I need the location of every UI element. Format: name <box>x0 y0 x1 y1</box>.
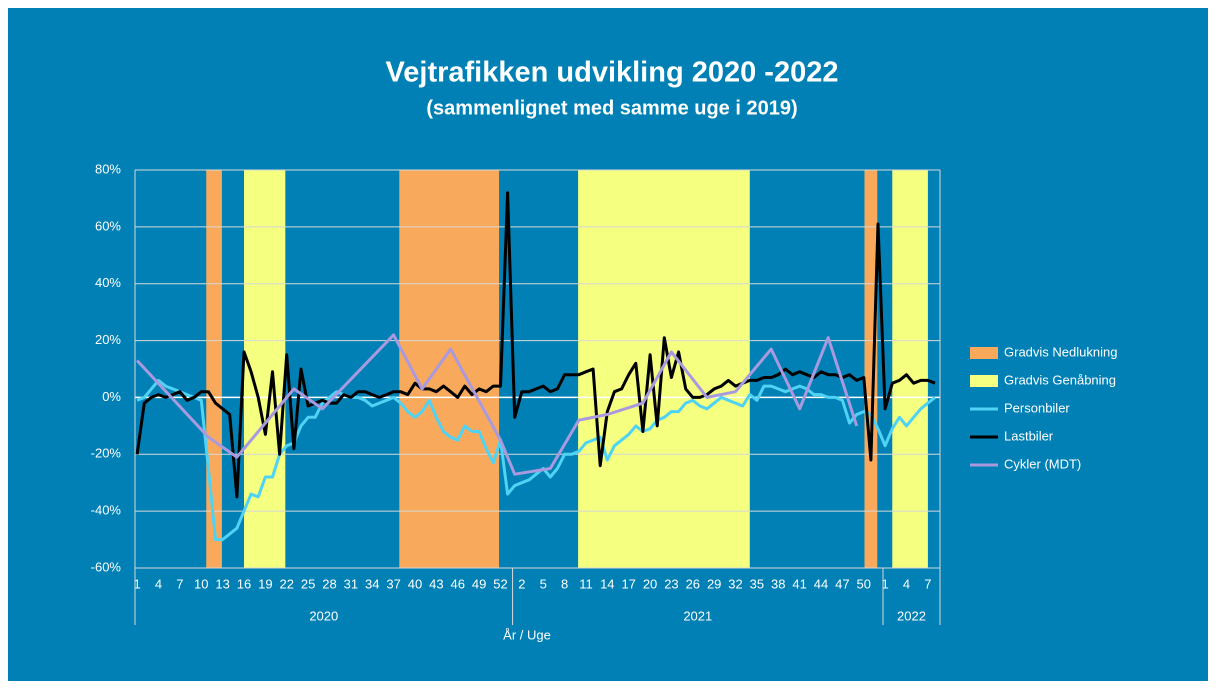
x-axis-label: År / Uge <box>503 627 551 642</box>
x-tick-label: 7 <box>924 576 931 591</box>
legend-swatch <box>970 375 998 387</box>
x-tick-label: 7 <box>176 576 183 591</box>
x-tick-label: 2 <box>518 576 525 591</box>
x-group-label: 2022 <box>897 608 926 623</box>
x-tick-label: 13 <box>215 576 229 591</box>
legend-label: Cykler (MDT) <box>1004 456 1081 471</box>
series-line <box>135 191 936 499</box>
band <box>892 170 928 568</box>
chart-title: Vejtrafikken udvikling 2020 -2022 <box>386 57 839 89</box>
x-tick-label: 4 <box>903 576 910 591</box>
x-tick-label: 28 <box>322 576 336 591</box>
x-tick-label: 1 <box>882 576 889 591</box>
y-tick-label: 20% <box>95 332 121 347</box>
x-tick-label: 8 <box>561 576 568 591</box>
x-tick-label: 26 <box>686 576 700 591</box>
legend-swatch <box>970 347 998 359</box>
x-tick-label: 44 <box>814 576 828 591</box>
x-tick-label: 11 <box>579 576 593 591</box>
x-tick-label: 46 <box>450 576 464 591</box>
y-tick-label: -60% <box>91 559 122 574</box>
x-tick-label: 23 <box>664 576 678 591</box>
x-tick-label: 29 <box>707 576 721 591</box>
x-tick-label: 40 <box>408 576 422 591</box>
x-tick-label: 34 <box>365 576 379 591</box>
legend-label: Gradvis Nedlukning <box>1004 344 1117 359</box>
x-tick-label: 32 <box>728 576 742 591</box>
y-tick-label: 60% <box>95 218 121 233</box>
series-line <box>136 378 936 542</box>
x-tick-label: 50 <box>857 576 871 591</box>
x-tick-label: 25 <box>301 576 315 591</box>
x-tick-label: 17 <box>621 576 635 591</box>
x-tick-label: 43 <box>429 576 443 591</box>
legend-label: Gradvis Genåbning <box>1004 372 1116 387</box>
x-group-label: 2021 <box>683 608 712 623</box>
x-tick-label: 20 <box>643 576 657 591</box>
y-tick-label: 0% <box>102 389 121 404</box>
band <box>206 170 222 568</box>
band <box>399 170 500 568</box>
x-tick-label: 31 <box>344 576 358 591</box>
x-tick-label: 52 <box>493 576 507 591</box>
x-tick-label: 5 <box>540 576 547 591</box>
x-group-label: 2020 <box>309 608 338 623</box>
x-tick-label: 35 <box>750 576 764 591</box>
y-tick-label: 40% <box>95 275 121 290</box>
x-tick-label: 22 <box>280 576 294 591</box>
x-tick-label: 19 <box>258 576 272 591</box>
x-tick-label: 4 <box>155 576 162 591</box>
legend-label: Personbiler <box>1004 400 1070 415</box>
x-tick-label: 16 <box>237 576 251 591</box>
x-tick-label: 41 <box>792 576 806 591</box>
chart-subtitle: (sammenlignet med samme uge i 2019) <box>426 97 797 119</box>
band <box>578 170 750 568</box>
x-tick-label: 1 <box>134 576 141 591</box>
x-tick-label: 37 <box>386 576 400 591</box>
y-tick-label: -20% <box>91 446 122 461</box>
x-tick-label: 47 <box>835 576 849 591</box>
series-line <box>136 333 859 476</box>
x-tick-label: 10 <box>194 576 208 591</box>
y-tick-label: 80% <box>95 161 121 176</box>
band <box>864 170 878 568</box>
x-tick-label: 14 <box>600 576 614 591</box>
legend-label: Lastbiler <box>1004 428 1054 443</box>
x-tick-label: 49 <box>472 576 486 591</box>
y-tick-label: -40% <box>91 503 122 518</box>
x-tick-label: 38 <box>771 576 785 591</box>
